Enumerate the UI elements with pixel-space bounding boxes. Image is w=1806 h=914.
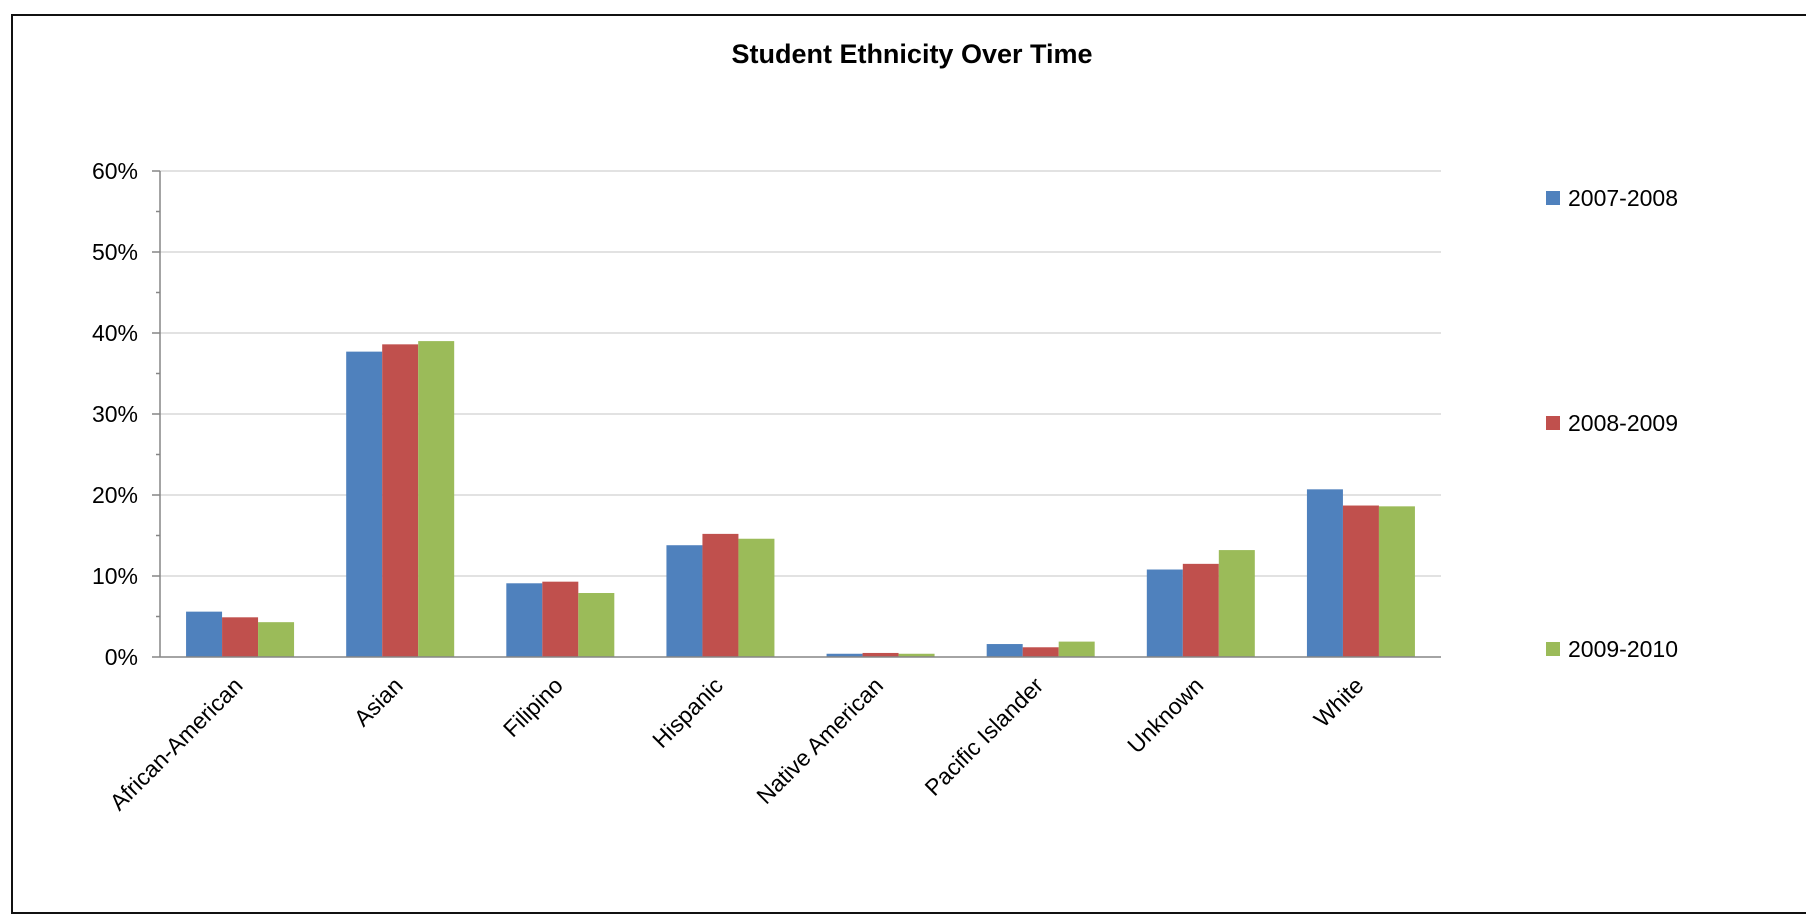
y-tick-label: 40% — [92, 320, 138, 346]
x-axis-ticks: African-American Asian Filipino Hispanic Nat… — [104, 672, 1368, 815]
bar-2009-2010-hispanic — [738, 538, 775, 657]
legend-label: 2008-2009 — [1568, 410, 1678, 436]
bar-2009-2010-african-american — [258, 622, 295, 657]
bar-2007-2008-african-american — [186, 611, 223, 657]
y-tick-label: 50% — [92, 239, 138, 265]
bar-2008-2009-white — [1342, 505, 1379, 657]
bar-2009-2010-asian — [418, 341, 455, 657]
chart: Student Ethnicity Over Time 0% 10% 20% 30% 4… — [92, 39, 1678, 815]
bar-2009-2010-white — [1378, 506, 1415, 657]
x-tick-label: Hispanic — [647, 672, 728, 753]
bars — [186, 341, 1415, 657]
bar-2009-2010-unknown — [1218, 550, 1255, 657]
bar-2008-2009-african-american — [222, 617, 259, 657]
x-tick-label: African-American — [104, 672, 247, 815]
y-axis-ticks: 0% 10% 20% 30% 40% 50% 60% — [92, 158, 138, 670]
bar-2007-2008-filipino — [506, 583, 543, 657]
chart-frame — [11, 14, 1806, 914]
bar-2007-2008-pacific-islander — [986, 644, 1023, 657]
x-tick-label: Filipino — [498, 672, 568, 742]
bar-2008-2009-filipino — [542, 581, 579, 657]
bar-2008-2009-hispanic — [702, 533, 739, 657]
axes — [152, 170, 1441, 658]
y-tick-label: 30% — [92, 401, 138, 427]
bar-2009-2010-pacific-islander — [1058, 641, 1095, 657]
bar-2009-2010-native-american — [898, 653, 935, 657]
legend-swatch — [1546, 191, 1560, 205]
bar-2008-2009-asian — [382, 344, 419, 657]
legend: 2007-2008 2008-2009 2009-2010 — [1546, 185, 1678, 662]
bar-2007-2008-native-american — [826, 653, 863, 657]
bar-2007-2008-unknown — [1146, 569, 1183, 657]
bar-2009-2010-filipino — [578, 593, 615, 657]
legend-label: 2009-2010 — [1568, 636, 1678, 662]
bar-2008-2009-unknown — [1182, 563, 1219, 657]
chart-title: Student Ethnicity Over Time — [731, 39, 1092, 69]
bar-2007-2008-white — [1306, 489, 1343, 657]
bar-2008-2009-pacific-islander — [1022, 647, 1059, 657]
x-tick-label: Native American — [751, 672, 888, 809]
y-tick-label: 60% — [92, 158, 138, 184]
legend-label: 2007-2008 — [1568, 185, 1678, 211]
y-tick-label: 10% — [92, 563, 138, 589]
y-tick-label: 0% — [105, 644, 138, 670]
bar-2008-2009-native-american — [862, 652, 899, 657]
bar-2007-2008-hispanic — [666, 545, 703, 657]
x-tick-label: White — [1309, 672, 1369, 732]
x-tick-label: Asian — [349, 672, 408, 731]
bar-2007-2008-asian — [346, 351, 383, 657]
y-tick-label: 20% — [92, 482, 138, 508]
legend-swatch — [1546, 416, 1560, 430]
x-tick-label: Unknown — [1122, 672, 1208, 758]
x-tick-label: Pacific Islander — [920, 672, 1049, 801]
legend-swatch — [1546, 642, 1560, 656]
